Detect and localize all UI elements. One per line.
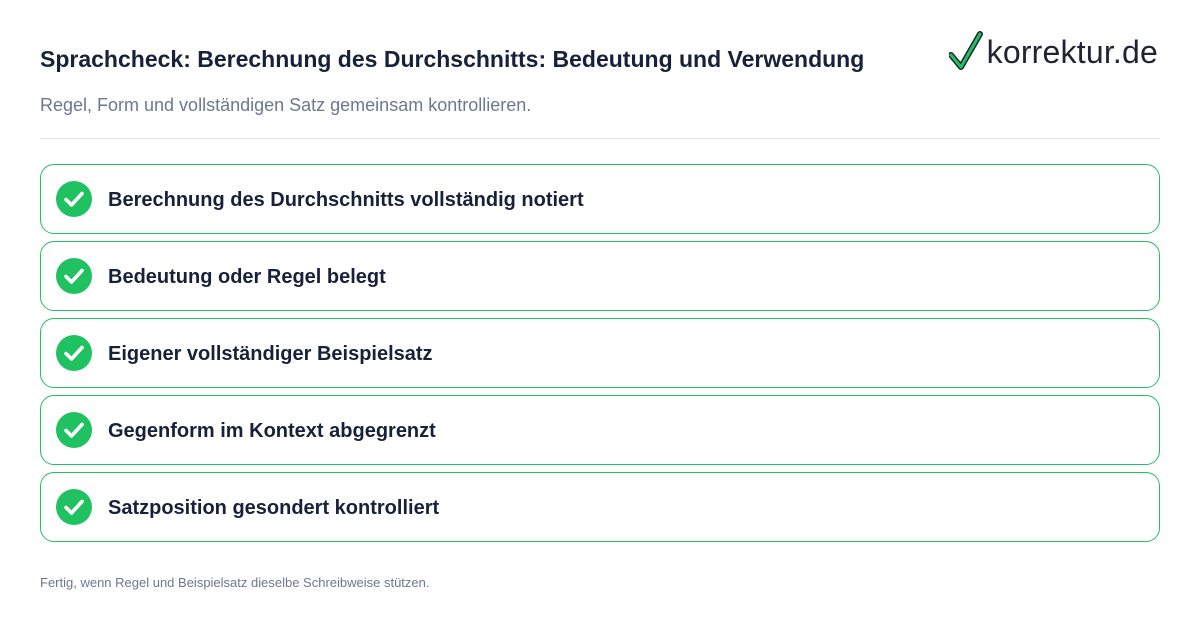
checklist-item: Bedeutung oder Regel belegt (40, 241, 1160, 311)
logo[interactable]: korrektur.de (948, 30, 1158, 74)
divider (40, 138, 1160, 139)
checklist-item-label: Berechnung des Durchschnitts vollständig… (108, 189, 584, 211)
check-circle-icon (56, 489, 92, 525)
logo-text: korrektur.de (986, 34, 1158, 70)
check-circle-icon (56, 258, 92, 294)
header: Sprachcheck: Berechnung des Durchschnitt… (40, 0, 1160, 139)
page-subtitle: Regel, Form und vollständigen Satz gemei… (40, 95, 532, 115)
check-circle-icon (56, 412, 92, 448)
checklist: Berechnung des Durchschnitts vollständig… (40, 164, 1160, 549)
checklist-item-label: Bedeutung oder Regel belegt (108, 266, 386, 288)
checkmark-icon (948, 31, 983, 70)
checklist-item-label: Eigener vollständiger Beispielsatz (108, 343, 433, 365)
checklist-item-label: Gegenform im Kontext abgegrenzt (108, 420, 436, 442)
checklist-item: Gegenform im Kontext abgegrenzt (40, 395, 1160, 465)
check-circle-icon (56, 181, 92, 217)
checklist-item: Eigener vollständiger Beispielsatz (40, 318, 1160, 388)
footer-note: Fertig, wenn Regel und Beispielsatz dies… (40, 575, 430, 590)
page-title: Sprachcheck: Berechnung des Durchschnitt… (40, 46, 865, 72)
check-circle-icon (56, 335, 92, 371)
checklist-item: Berechnung des Durchschnitts vollständig… (40, 164, 1160, 234)
checklist-item: Satzposition gesondert kontrolliert (40, 472, 1160, 542)
checklist-item-label: Satzposition gesondert kontrolliert (108, 497, 440, 519)
